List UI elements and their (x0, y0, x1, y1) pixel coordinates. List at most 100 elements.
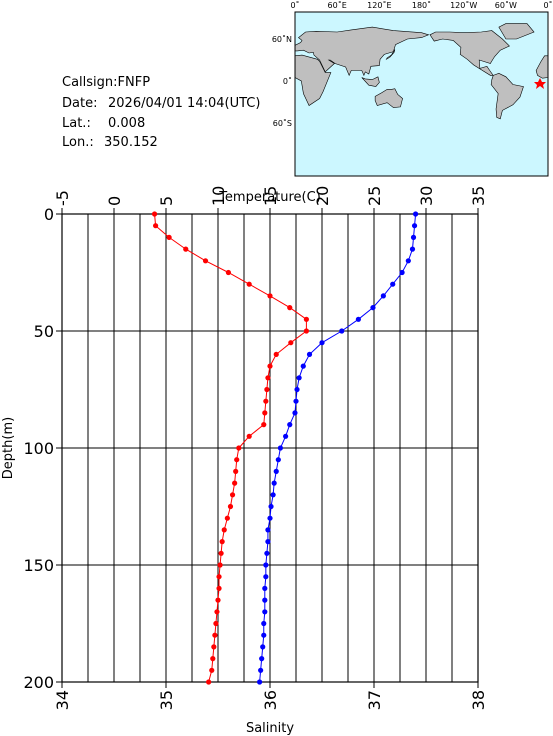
x-tick-label: 20 (313, 186, 332, 206)
profile-point (355, 316, 361, 322)
profile-point (267, 293, 273, 299)
profile-point (265, 527, 271, 533)
map-lon-label: 0˚ (543, 0, 552, 10)
profile-point (219, 539, 225, 545)
profile-point (264, 550, 270, 556)
profile-point (287, 305, 293, 311)
profile-point (260, 644, 266, 650)
profile-point (294, 386, 300, 393)
profile-point (303, 328, 309, 334)
profile-point (270, 492, 276, 498)
profile-point (303, 316, 309, 322)
profile-point (319, 340, 325, 346)
profile-point (405, 258, 411, 264)
x-tick-label: 5 (157, 196, 176, 206)
profile-point (213, 620, 219, 627)
x-tick-label: 0 (105, 196, 124, 206)
profile-point (262, 597, 268, 603)
date: 2026/04/01 14:04(UTC) (108, 96, 260, 111)
profile-point (277, 445, 283, 451)
profile-point (183, 246, 189, 252)
profile-point (218, 550, 224, 556)
profile-point (233, 468, 239, 474)
profile-point (271, 480, 277, 486)
profile-point (265, 539, 271, 545)
callsign: Callsign:FNFP (62, 75, 150, 90)
map-lat-label: 60˚S (273, 118, 292, 128)
x-tick-label: 35 (469, 186, 488, 206)
profile-point (287, 422, 293, 428)
profile-point (229, 492, 236, 498)
date-label: Date: (62, 96, 97, 111)
profile-point (263, 574, 269, 580)
profile-point (216, 585, 222, 592)
profile-point (268, 503, 274, 510)
x2-tick-label: 38 (469, 690, 488, 710)
profile-point (262, 410, 268, 416)
profile-point (300, 363, 306, 369)
profile-point (225, 269, 231, 276)
profile-point (390, 281, 396, 287)
profile-point (273, 468, 279, 474)
profile-point (236, 445, 242, 451)
x2-tick-label: 37 (365, 690, 384, 710)
profile-point (214, 609, 220, 615)
station-star (534, 78, 546, 89)
y-tick-label: 150 (23, 556, 54, 575)
x2-axis-label: Salinity (246, 721, 294, 736)
profile-point (263, 562, 269, 568)
profile-point (399, 269, 405, 276)
profile-point (234, 457, 240, 463)
y-tick-label: 200 (23, 673, 54, 692)
plot-frame (61, 213, 479, 683)
map-lon-label: 120˚E (367, 0, 391, 10)
profile-point (246, 281, 252, 287)
profile-point (264, 386, 270, 393)
profile-point (257, 679, 263, 685)
profile-point (262, 609, 268, 615)
profile-point (206, 679, 212, 685)
map: 0˚ 60˚E 120˚E 180˚ 120˚W 60˚W 0˚ 60˚N 0˚ 60˚S (272, 0, 553, 177)
profile-point (261, 422, 267, 428)
x-tick-label: -5 (53, 190, 72, 206)
x-tick-label: 30 (417, 186, 436, 206)
profile-point (258, 667, 264, 673)
map-lon-label: 180˚ (412, 0, 431, 10)
map-lat-label: 60˚N (272, 34, 292, 44)
profile-point (265, 375, 271, 381)
profile-point (275, 457, 281, 463)
profile-point (263, 398, 269, 404)
map-lon-label: 60˚W (495, 0, 517, 10)
profile-point (246, 433, 252, 439)
x-tick-label: 25 (365, 186, 384, 206)
x-axis-label: Temperature(C) (218, 190, 321, 205)
lat-label: Lat.: (62, 116, 91, 131)
map-frame (294, 11, 549, 177)
profile-point (288, 340, 294, 346)
profile-point (370, 305, 376, 311)
profile-point (409, 246, 416, 252)
profile-point (259, 656, 265, 662)
profile-point (293, 398, 299, 404)
profile-point (232, 480, 238, 486)
profile-point (217, 562, 223, 568)
profile-point (211, 644, 217, 650)
x-tick-label: 15 (261, 186, 280, 206)
lat: 0.008 (108, 116, 145, 131)
y-tick-label: 50 (34, 322, 54, 341)
profile-point (292, 410, 298, 416)
profile-point (166, 234, 172, 240)
profile-point (273, 351, 279, 357)
profile-point (267, 515, 273, 521)
x-tick-label: 10 (209, 186, 228, 206)
profile-point (283, 433, 289, 439)
profile-point (411, 223, 418, 229)
x2-tick-label: 34 (53, 690, 72, 710)
lon: 350.152 (104, 135, 158, 150)
profile-point (227, 503, 234, 510)
profile-point (261, 632, 267, 638)
profile-point (262, 585, 268, 592)
profile-point (221, 527, 227, 533)
